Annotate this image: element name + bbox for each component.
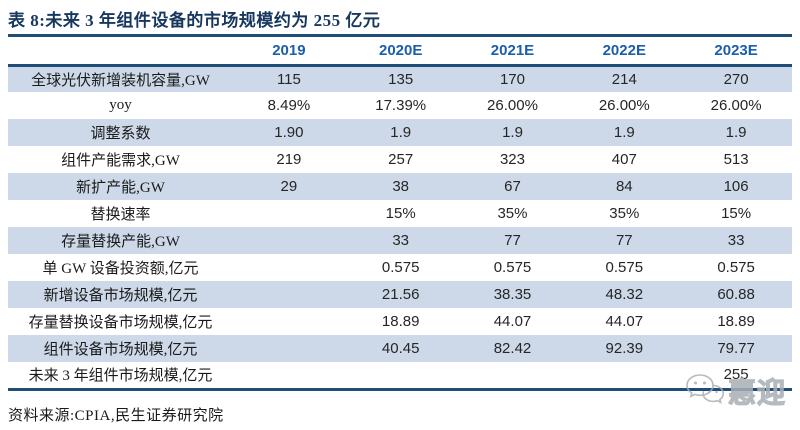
cell-value: 44.07 [493,313,532,330]
cell-value: 15% [721,205,752,222]
cell-value: 33 [727,232,745,249]
cell-value [233,227,345,254]
cell-value: 26.00% [710,97,762,114]
cell-value: 135 [388,70,414,88]
year-header-cell: 2020E [344,37,457,67]
cell-value: 38 [392,178,410,195]
cell-value: 18.89 [381,313,420,330]
row-label: 存量替换产能,GW [61,234,180,250]
cell-value: 26.00% [487,97,538,114]
year-header-cell: 2022E [568,37,681,67]
cell-value [457,362,569,389]
cell-value: 170 [499,70,525,88]
cell-value: 513 [723,151,749,168]
row-label: 全球光伏新增装机容量,GW [31,72,210,89]
cell-value: 0.575 [605,259,644,276]
row-label: 新扩产能,GW [76,180,165,196]
table-row: 组件产能需求,GW 219 257 323 407 513 [8,146,792,173]
cell-value: 77 [504,232,521,249]
table-row: 组件设备市场规模,亿元 40.45 82.42 92.39 79.77 [8,335,792,362]
cell-value: 407 [611,151,637,168]
cell-value: 44.07 [605,313,644,330]
table-row: 新扩产能,GW 29 38 67 84 106 [8,173,792,200]
cell-value: 48.32 [605,286,644,303]
table-header-row: 2019 2020E 2021E 2022E 2023E [8,37,792,67]
table-row: 新增设备市场规模,亿元 21.56 38.35 48.32 60.88 [8,281,792,308]
cell-value: 18.89 [717,313,755,330]
table-row: 存量替换设备市场规模,亿元 18.89 44.07 44.07 18.89 [8,308,792,335]
cell-value: 1.9 [725,124,747,141]
cell-value: 1.9 [613,124,635,141]
cell-value [233,281,345,308]
cell-value: 35% [497,205,528,222]
cell-value: 8.49% [267,97,311,114]
cell-value [345,362,457,389]
cell-value [233,308,345,335]
cell-value: 0.575 [381,259,420,276]
cell-value: 0.575 [717,259,755,276]
table-row: 单 GW 设备投资额,亿元 0.575 0.575 0.575 0.575 [8,254,792,281]
cell-value: 1.90 [274,124,304,141]
year-header-cell: 2019 [233,37,345,67]
row-label: 新增设备市场规模,亿元 [43,288,198,304]
cell-value: 29 [280,178,298,195]
table-row: yoy 8.49% 17.39% 26.00% 26.00% 26.00% [8,92,792,119]
row-label: 替换速率 [90,207,151,223]
table-row: 未来 3 年组件市场规模,亿元 255 [8,362,792,389]
cell-value: 33 [392,232,410,249]
cell-value: 26.00% [598,97,650,114]
table-row: 替换速率 15% 35% 35% 15% [8,200,792,227]
corner-cell [8,37,233,67]
cell-value: 1.9 [390,124,412,141]
cell-value: 77 [615,232,633,249]
cell-value: 115 [276,70,301,88]
row-label: 调整系数 [90,126,151,142]
year-header-cell: 2023E [680,37,792,67]
cell-value: 106 [723,178,749,195]
cell-value: 35% [609,205,640,222]
row-label: 组件设备市场规模,亿元 [43,342,198,358]
cell-value [233,362,345,389]
cell-value: 79.77 [717,340,755,357]
cell-value: 17.39% [375,97,427,114]
cell-value: 38.35 [493,286,532,303]
table-title: 表 8:未来 3 年组件设备的市场规模约为 255 亿元 [8,11,381,30]
cell-value: 60.88 [717,286,755,303]
table-row: 调整系数 1.90 1.9 1.9 1.9 1.9 [8,119,792,146]
table-body: 全球光伏新增装机容量,GW 115 135 170 214 270 yoy 8.49% 17.3… [8,65,792,389]
cell-value: 255 [723,366,749,384]
title-double-rule [8,34,792,37]
table-row: 存量替换产能,GW 33 77 77 33 [8,227,792,254]
market-size-table: 2019 2020E 2021E 2022E 2023E 全球光伏新增装机容量,GW 11… [8,37,792,391]
cell-value [568,362,680,389]
cell-value: 92.39 [605,340,644,357]
row-label: 单 GW 设备投资额,亿元 [42,261,199,277]
cell-value: 82.42 [493,340,532,357]
cell-value: 214 [611,70,637,88]
row-label: yoy [109,97,132,113]
cell-value: 0.575 [493,259,532,276]
source-note: 资料来源:CPIA,民生证券研究院 [8,407,224,424]
cell-value: 219 [276,151,302,168]
cell-value: 21.56 [381,286,420,303]
year-header-cell: 2021E [456,37,569,67]
table-row: 全球光伏新增装机容量,GW 115 135 170 214 270 [8,65,792,92]
row-label: 组件产能需求,GW [61,153,180,169]
cell-value: 323 [499,151,525,168]
cell-value: 257 [388,151,414,168]
cell-value: 67 [504,178,521,195]
cell-value: 15% [385,205,416,222]
cell-value [233,200,345,227]
cell-value [233,335,345,362]
cell-value [233,254,345,281]
cell-value: 84 [615,178,633,195]
cell-value: 270 [723,70,749,88]
cell-value: 1.9 [502,124,523,141]
row-label: 未来 3 年组件市场规模,亿元 [28,368,213,385]
cell-value: 40.45 [381,340,420,357]
row-label: 存量替换设备市场规模,亿元 [28,315,213,331]
